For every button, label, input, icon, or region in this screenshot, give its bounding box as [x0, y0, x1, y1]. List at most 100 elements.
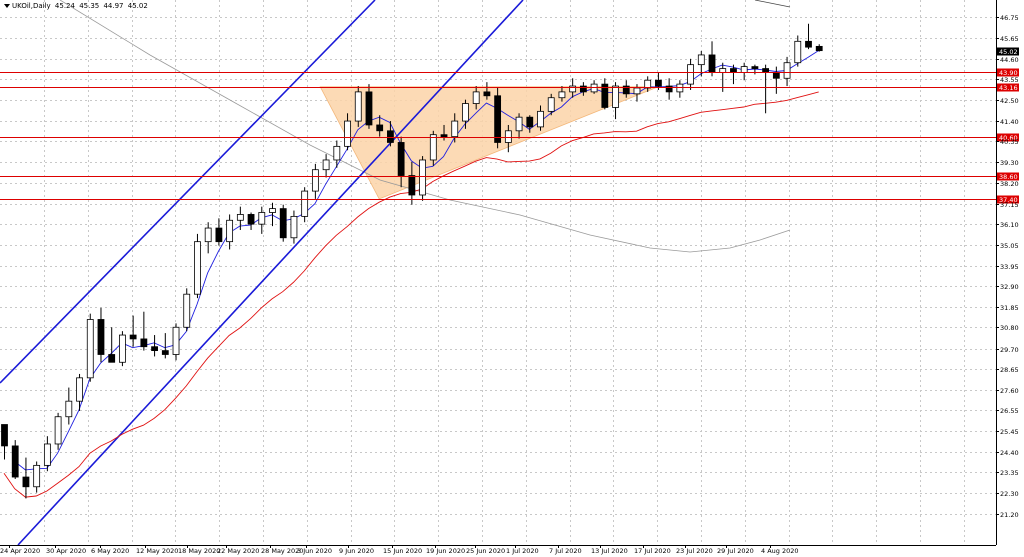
- candle-body: [1, 424, 8, 447]
- candle-body: [547, 97, 555, 112]
- y-tick-label: 21.20: [1000, 511, 1019, 519]
- candle: [526, 115, 534, 133]
- candle-body: [247, 214, 255, 225]
- x-tick-label: 18 May 2020: [178, 547, 220, 555]
- candle-body: [526, 116, 534, 128]
- candle-body: [54, 416, 62, 445]
- candle: [290, 210, 298, 244]
- y-tick-label: 38.20: [1000, 180, 1019, 188]
- level-label: 43.90: [999, 69, 1018, 77]
- y-tick-label: 42.50: [1000, 97, 1019, 105]
- candle-body: [140, 338, 148, 348]
- candle-body: [354, 91, 362, 122]
- grid: [0, 0, 996, 545]
- candle-body: [504, 130, 512, 143]
- symbol-label: UKOil,Daily: [12, 2, 51, 10]
- candle: [43, 436, 51, 472]
- y-tick-label: 39.30: [1000, 159, 1019, 167]
- candle: [215, 218, 223, 246]
- candle: [279, 204, 287, 242]
- candle: [119, 331, 126, 367]
- candle-body: [119, 334, 126, 363]
- candle: [815, 44, 823, 52]
- price-levels: 43.90 43.16 40.60 38.60 37.40 45.02: [0, 47, 1019, 204]
- level-tag: [997, 133, 1019, 142]
- candle-body: [751, 66, 759, 69]
- chart-header: UKOil,Daily 45.24 45.35 44.97 45.02: [4, 2, 150, 10]
- level-label: 37.40: [999, 196, 1018, 204]
- x-tick-label: 4 Aug 2020: [761, 547, 799, 555]
- y-tick-label: 33.95: [1000, 263, 1019, 271]
- candle-body: [311, 169, 319, 192]
- candle: [794, 35, 802, 67]
- candle-body: [322, 159, 330, 171]
- candle: [805, 23, 812, 50]
- candle: [772, 66, 780, 94]
- candle: [247, 212, 255, 230]
- candle: [354, 86, 362, 127]
- x-tick-label: 1 Jul 2020: [506, 547, 539, 555]
- candle: [129, 315, 137, 347]
- candle-body: [215, 227, 223, 243]
- candle-body: [97, 319, 105, 355]
- candle-body: [279, 208, 287, 239]
- ma-long-curve: [59, 0, 791, 253]
- x-tick-label: 30 Apr 2020: [46, 547, 86, 555]
- level-label: 38.60: [999, 173, 1018, 181]
- candle-body: [344, 120, 351, 147]
- candle: [762, 64, 770, 114]
- candle: [65, 387, 73, 425]
- x-tick-label: 28 May 2020: [261, 547, 303, 555]
- candle-body: [194, 241, 201, 295]
- y-tick-label: 25.45: [1000, 428, 1019, 436]
- level-label: 43.16: [999, 84, 1018, 92]
- candle: [665, 78, 673, 100]
- candle: [11, 440, 19, 479]
- candle-body: [622, 85, 630, 95]
- y-tick-label: 26.55: [1000, 407, 1019, 415]
- price-axis: 46.75 45.65 44.60 43.55 42.50 41.40 40.35 39.30…: [996, 14, 1019, 519]
- candle-body: [783, 62, 791, 79]
- candle: [612, 82, 619, 120]
- candle-body: [269, 208, 276, 213]
- candle-body: [408, 175, 416, 196]
- candle-body: [419, 159, 426, 196]
- ma-blue-line: [14, 50, 819, 471]
- candle: [86, 313, 94, 382]
- candle-body: [258, 212, 266, 225]
- candle: [1, 424, 8, 460]
- dropdown-triangle-icon[interactable]: [4, 4, 10, 8]
- candle-body: [11, 445, 19, 478]
- candle: [408, 161, 416, 205]
- y-tick-label: 43.55: [1000, 76, 1019, 84]
- x-tick-label: 3 Jun 2020: [297, 547, 332, 555]
- candle: [76, 373, 83, 411]
- candle-body: [719, 68, 727, 73]
- channel-lower-line: [17, 0, 524, 545]
- level-tag: [997, 172, 1019, 181]
- candle-body: [397, 142, 405, 176]
- candle-body: [633, 87, 641, 95]
- candle: [601, 78, 609, 110]
- candle-body: [472, 91, 480, 104]
- y-tick-label: 36.10: [1000, 221, 1019, 229]
- candle-body: [301, 190, 309, 217]
- candle-body: [655, 79, 662, 87]
- candle: [537, 105, 544, 131]
- candle-body: [483, 91, 491, 97]
- candle-body: [494, 95, 502, 143]
- x-tick-label: 24 Apr 2020: [0, 547, 40, 555]
- candle-body: [226, 219, 234, 243]
- x-tick-label: 22 May 2020: [217, 547, 259, 555]
- candle-body: [76, 377, 83, 402]
- candle-body: [687, 64, 694, 85]
- candle-body: [579, 85, 587, 93]
- y-tick-label: 45.65: [1000, 35, 1019, 43]
- low-value: 44.97: [103, 2, 124, 10]
- y-tick-label: 40.35: [1000, 138, 1019, 146]
- candle-body: [569, 85, 577, 93]
- candle: [472, 86, 480, 110]
- candle: [504, 124, 512, 153]
- y-tick-label: 22.30: [1000, 490, 1019, 498]
